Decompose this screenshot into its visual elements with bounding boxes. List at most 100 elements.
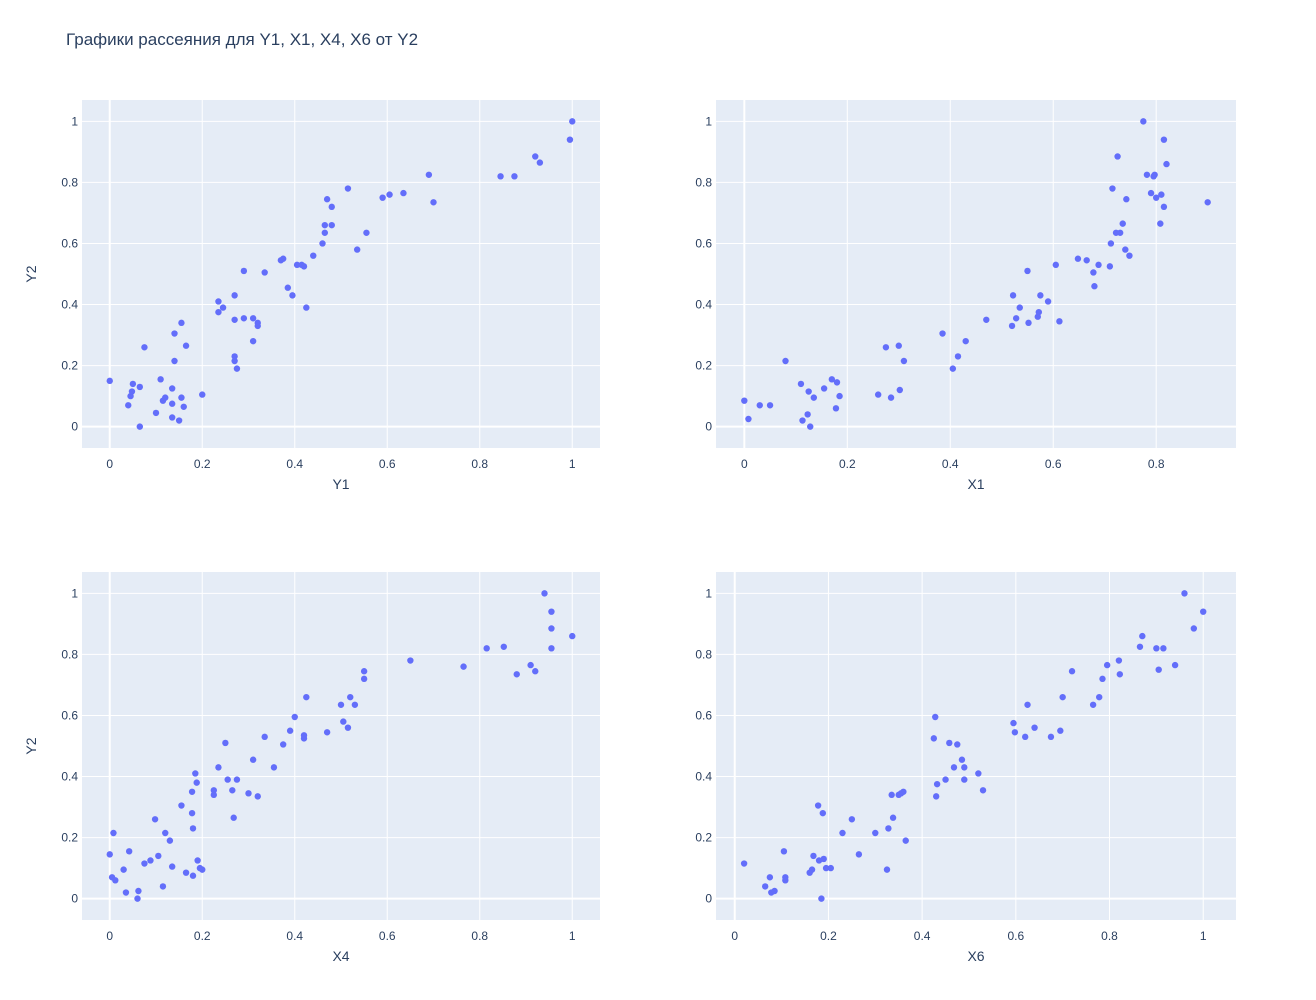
data-point <box>210 791 218 799</box>
data-point <box>962 337 969 345</box>
y-tick-label: 0 <box>705 892 712 906</box>
data-point <box>527 661 534 669</box>
data-point <box>178 394 185 401</box>
x-tick-label: 0.6 <box>1007 929 1024 943</box>
data-point <box>152 409 160 417</box>
data-point <box>932 713 939 721</box>
data-point <box>939 330 946 337</box>
data-point <box>902 837 909 844</box>
data-point <box>300 263 308 270</box>
data-point <box>1010 719 1017 727</box>
data-point <box>885 825 892 832</box>
x-tick-label: 0.4 <box>942 457 959 471</box>
data-point <box>1147 189 1155 197</box>
data-point <box>1116 229 1124 236</box>
data-point <box>1024 267 1031 275</box>
data-point <box>958 756 966 763</box>
data-point <box>569 118 576 125</box>
data-point <box>511 173 518 180</box>
data-point <box>1122 246 1129 253</box>
data-point <box>151 816 159 823</box>
data-point <box>141 344 148 351</box>
data-point <box>254 793 261 800</box>
data-point <box>942 776 949 783</box>
data-point <box>284 284 292 291</box>
data-point <box>1103 661 1111 669</box>
data-point <box>353 246 361 253</box>
data-point <box>293 261 301 269</box>
data-point <box>231 292 238 299</box>
data-point <box>134 895 141 902</box>
data-point <box>112 877 119 884</box>
data-point <box>328 203 335 211</box>
data-point <box>254 322 261 330</box>
data-point <box>1096 693 1103 701</box>
data-point <box>874 391 882 398</box>
data-point <box>337 701 345 708</box>
data-point <box>310 252 317 259</box>
plot-area <box>716 100 1236 448</box>
data-point <box>1011 729 1019 736</box>
y-tick-label: 0.4 <box>695 298 712 312</box>
data-point <box>425 171 433 178</box>
x-tick-label: 0.8 <box>1101 929 1118 943</box>
data-point <box>818 895 825 902</box>
y-tick-label: 0.6 <box>695 708 712 722</box>
data-point <box>1163 160 1170 168</box>
data-point <box>797 380 805 388</box>
data-point <box>230 814 237 821</box>
x-tick-label: 0.2 <box>839 457 856 471</box>
data-point <box>1035 308 1043 316</box>
data-point <box>188 788 196 795</box>
data-point <box>344 185 352 192</box>
data-point <box>1155 666 1162 673</box>
data-point <box>1031 724 1038 731</box>
data-point <box>1024 701 1031 708</box>
x-tick-label: 0.8 <box>471 929 488 943</box>
data-point <box>261 269 268 276</box>
x-tick-label: 0.4 <box>286 929 303 943</box>
data-point <box>210 787 218 794</box>
data-point <box>168 385 176 392</box>
data-point <box>1140 118 1147 125</box>
data-point <box>1200 608 1207 615</box>
data-point <box>1109 185 1116 192</box>
data-point <box>128 388 136 395</box>
data-point <box>949 365 957 372</box>
subplot-1: 0 0.2 0.4 0.6 0.8 1 0 0.2 0.4 0.6 0.8 1 Y1 Y2 <box>23 100 600 492</box>
x-axis-title: X6 <box>967 948 984 964</box>
data-point <box>430 199 437 206</box>
data-point <box>810 394 818 401</box>
data-point <box>950 764 958 771</box>
y-tick-label: 0.2 <box>695 359 712 373</box>
data-point <box>386 191 393 198</box>
data-point <box>168 863 176 870</box>
data-point <box>900 357 908 365</box>
data-point <box>249 337 257 345</box>
data-point <box>766 874 774 881</box>
data-point <box>532 668 539 675</box>
data-point <box>740 860 748 867</box>
data-point <box>270 764 278 771</box>
data-point <box>882 344 890 351</box>
data-point <box>855 851 863 858</box>
data-point <box>933 780 941 788</box>
data-point <box>1190 625 1198 632</box>
data-point <box>1115 657 1123 664</box>
y-tick-label: 0.2 <box>695 831 712 845</box>
data-point <box>780 848 788 855</box>
data-point <box>1114 153 1121 160</box>
data-point <box>233 365 241 372</box>
x-tick-label: 0 <box>731 929 738 943</box>
data-point <box>180 403 187 410</box>
subplot-3: 0 0.2 0.4 0.6 0.8 1 0 0.2 0.4 0.6 0.8 1 X4 Y2 <box>23 572 600 964</box>
data-point <box>168 414 176 421</box>
data-point <box>215 298 222 305</box>
data-point <box>159 883 167 890</box>
data-point <box>231 353 238 360</box>
x-tick-label: 0.4 <box>286 457 303 471</box>
data-point <box>548 608 555 615</box>
data-point <box>249 315 257 322</box>
y-tick-label: 0 <box>71 420 78 434</box>
y-tick-label: 0 <box>705 420 712 434</box>
